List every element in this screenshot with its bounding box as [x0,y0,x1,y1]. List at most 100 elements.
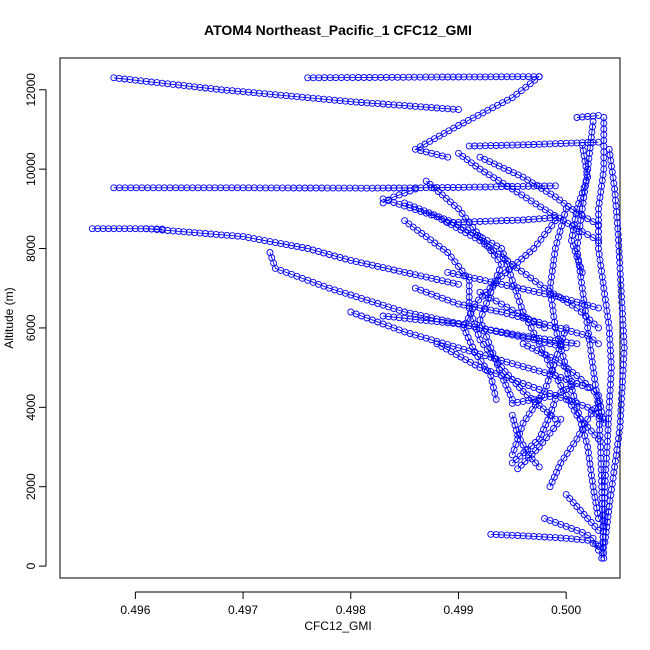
data-point [455,262,462,270]
data-point [126,225,134,233]
data-point [449,184,457,191]
data-point [525,315,532,323]
data-point [401,314,409,322]
data-point [358,99,365,106]
data-point [492,297,500,305]
data-point [503,329,511,337]
data-point [498,531,505,539]
data-point [239,233,247,241]
data-point [304,94,312,102]
data-point [591,493,599,501]
data-point [475,296,482,304]
data-point [481,291,489,299]
data-point [411,102,419,110]
data-point [583,168,591,176]
data-point [584,515,592,522]
data-point [434,188,442,195]
data-point [530,318,538,326]
data-point [444,249,452,256]
x-tick-label: 0.497 [228,603,258,617]
data-point [508,399,516,407]
trajectory-line [490,533,599,547]
trajectory-line [479,291,545,329]
data-point [525,396,532,404]
data-point [196,83,204,91]
data-point [261,237,269,245]
data-point [553,420,561,428]
data-point [385,265,392,273]
data-point [185,228,193,236]
x-tick-label: 0.500 [551,603,581,617]
x-tick-label: 0.499 [443,603,473,617]
data-point [465,322,473,330]
data-point [568,339,575,347]
data-point [142,77,150,85]
data-point [528,442,535,450]
data-point [514,216,522,224]
data-point [525,454,532,462]
data-point [503,303,511,311]
data-point [541,393,549,401]
data-point [245,88,252,96]
data-point [519,312,527,320]
data-point [577,308,585,316]
data-point [519,387,527,395]
data-point [516,452,524,460]
data-point [603,518,611,526]
data-point [191,83,199,91]
data-point [201,84,209,92]
data-point [480,237,488,245]
data-point [546,533,554,541]
y-tick-label: 12000 [24,73,38,107]
y-tick-label: 6000 [24,314,38,341]
data-point [180,228,188,236]
data-point [255,236,263,244]
data-point [191,229,199,237]
data-point [164,80,172,88]
data-point [595,435,602,443]
data-point [395,184,403,192]
data-point [459,152,467,160]
data-point [573,535,581,543]
data-point [535,394,543,402]
data-point [180,82,188,90]
data-point [518,267,525,275]
data-point [535,463,543,471]
data-point [539,405,547,413]
data-point [282,241,290,249]
trajectory-line [604,149,625,543]
data-point [239,88,247,96]
data-point [175,227,182,235]
data-point [600,419,608,427]
data-point [483,345,491,353]
data-point [567,445,574,453]
data-point [99,225,107,233]
data-point [513,90,521,98]
data-point [563,449,571,457]
data-point [531,277,539,285]
data-point [587,133,595,141]
data-point [492,279,500,287]
data-point [530,532,538,540]
data-point [218,231,225,239]
data-point [471,323,479,331]
data-point [589,112,597,120]
data-point [551,217,559,225]
data-point [175,81,182,89]
data-point [588,128,596,136]
data-point [578,113,586,121]
data-point [406,315,414,323]
data-point [519,141,527,149]
data-point [584,415,592,423]
trajectory-line [382,188,416,204]
data-point [465,293,473,301]
data-point [476,324,484,332]
plot-frame [59,57,621,579]
data-point [571,215,579,223]
data-point [223,231,231,239]
data-point [115,225,123,233]
data-point [250,235,258,243]
data-point [600,415,608,423]
data-point [546,336,554,344]
data-point [526,248,534,256]
